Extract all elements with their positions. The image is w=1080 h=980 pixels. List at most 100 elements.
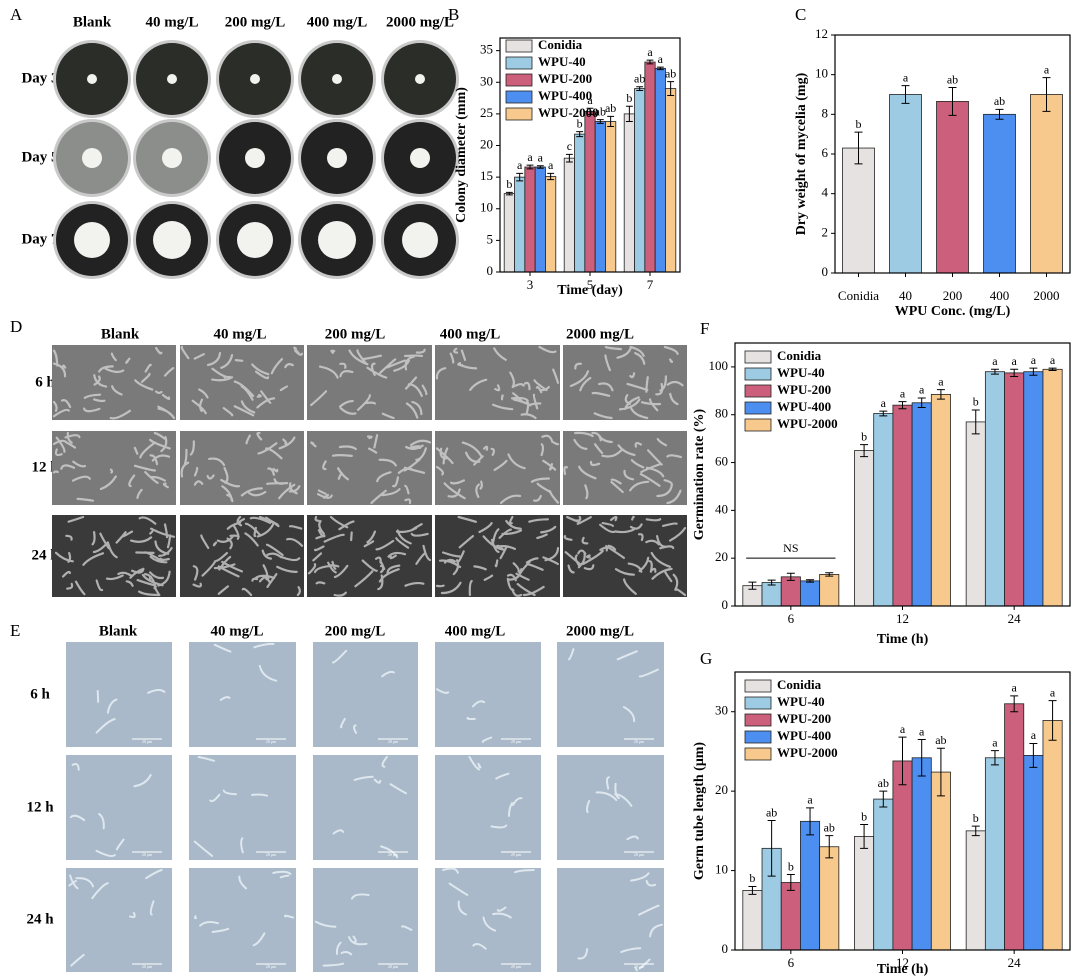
- significance-letter: ab: [935, 733, 946, 747]
- significance-letter: b: [973, 395, 979, 409]
- y-tick-label: 30: [480, 73, 493, 88]
- bar: [892, 404, 913, 607]
- hyphae-texture: [569, 345, 684, 420]
- scale-bar-label: 20 μm: [142, 739, 153, 744]
- error-bar: [505, 191, 513, 196]
- x-tick-label: 200: [943, 288, 963, 303]
- y-tick-label: 15: [480, 168, 493, 183]
- bar: [911, 402, 932, 607]
- y-tick-label: 10: [480, 200, 493, 215]
- error-bar: [806, 807, 815, 836]
- sem-image: [180, 515, 304, 597]
- error-bar: [1042, 77, 1051, 112]
- significance-letter: a: [1031, 728, 1037, 742]
- fungal-colony: [162, 148, 182, 168]
- row-label: 6 h: [35, 374, 55, 390]
- error-bar: [990, 368, 999, 375]
- significance-letter: ab: [634, 71, 645, 85]
- sem-image: [307, 515, 432, 597]
- legend-label: WPU-40: [777, 365, 825, 380]
- hyphae: [69, 763, 152, 857]
- micrograph: [435, 755, 541, 860]
- x-tick-label: 7: [647, 277, 654, 292]
- bar: [574, 133, 586, 273]
- y-axis-label: Dry weight of mycelia (mg): [794, 72, 809, 235]
- y-tick-label: 100: [709, 358, 729, 373]
- fungal-colony: [167, 74, 177, 84]
- hyphae: [436, 688, 493, 743]
- significance-letter: a: [919, 724, 925, 738]
- error-bar: [526, 164, 534, 170]
- legend-label: WPU-400: [538, 88, 592, 103]
- column-header: 200 mg/L: [325, 623, 385, 639]
- legend-label: WPU-2000: [777, 745, 838, 760]
- bar: [911, 757, 932, 951]
- x-tick-label: 2000: [1034, 288, 1060, 303]
- y-tick-label: 35: [480, 42, 493, 57]
- column-header: 400 mg/L: [445, 623, 505, 639]
- hyphae: [213, 642, 278, 701]
- micrograph: [189, 755, 296, 860]
- y-tick-label: 4: [822, 185, 829, 200]
- bar: [892, 760, 913, 951]
- bar: [761, 582, 782, 607]
- micrograph: [557, 755, 664, 860]
- annotation: NS: [783, 541, 798, 555]
- fungal-colony: [410, 148, 430, 168]
- significance-letter: a: [900, 722, 906, 736]
- micrograph: [66, 755, 172, 860]
- bar: [930, 394, 951, 607]
- legend-label: WPU-400: [777, 728, 831, 743]
- legend-label: WPU-200: [777, 382, 831, 397]
- column-header: 2000 mg/L: [566, 326, 634, 342]
- legend-swatch: [505, 73, 533, 87]
- error-bar: [576, 131, 584, 138]
- significance-letter: a: [1050, 685, 1056, 699]
- significance-letter: b: [861, 809, 867, 823]
- y-tick-label: 2: [822, 224, 829, 239]
- hyphae: [95, 689, 166, 734]
- error-bar: [786, 572, 795, 581]
- row-label: 24 h: [26, 911, 54, 927]
- bar: [854, 836, 875, 951]
- significance-letter: a: [517, 158, 523, 172]
- plot-frame: [499, 37, 681, 273]
- legend-swatch: [744, 418, 772, 432]
- bar: [780, 882, 801, 951]
- significance-letter: ab: [994, 94, 1005, 108]
- y-axis-label: Germ tube length (μm): [692, 742, 707, 881]
- significance-letter: a: [881, 396, 887, 410]
- bar: [503, 193, 515, 273]
- error-bar: [971, 825, 980, 837]
- column-header: 2000 mg/L: [566, 623, 634, 639]
- significance-letter: b: [788, 859, 794, 873]
- legend-swatch: [744, 401, 772, 415]
- scale-bar-label: 20 μm: [634, 852, 645, 857]
- micrograph: [66, 642, 172, 747]
- row-label: 12 h: [26, 799, 54, 815]
- fungal-colony: [402, 222, 438, 258]
- column-header: 400 mg/L: [440, 326, 500, 342]
- bar: [742, 890, 763, 951]
- hyphae-texture: [435, 345, 560, 420]
- column-header: 40 mg/L: [211, 623, 264, 639]
- legend-label: Conidia: [777, 348, 822, 363]
- sem-image: [563, 515, 687, 597]
- significance-letter: b: [973, 811, 979, 825]
- error-bar: [917, 739, 926, 777]
- y-tick-label: 0: [722, 941, 729, 956]
- legend-label: WPU-40: [777, 694, 825, 709]
- significance-letter: a: [992, 735, 998, 749]
- y-tick-label: 5: [487, 231, 494, 246]
- fungal-colony: [153, 221, 191, 259]
- legend-label: WPU-200: [538, 71, 592, 86]
- fungal-colony: [237, 222, 273, 258]
- x-tick-label: 5: [587, 277, 594, 292]
- error-bar: [586, 107, 594, 116]
- bar: [594, 121, 606, 273]
- significance-letter: ab: [947, 72, 958, 86]
- significance-letter: b: [749, 871, 755, 885]
- error-bar: [971, 409, 980, 435]
- significance-letter: a: [647, 45, 653, 59]
